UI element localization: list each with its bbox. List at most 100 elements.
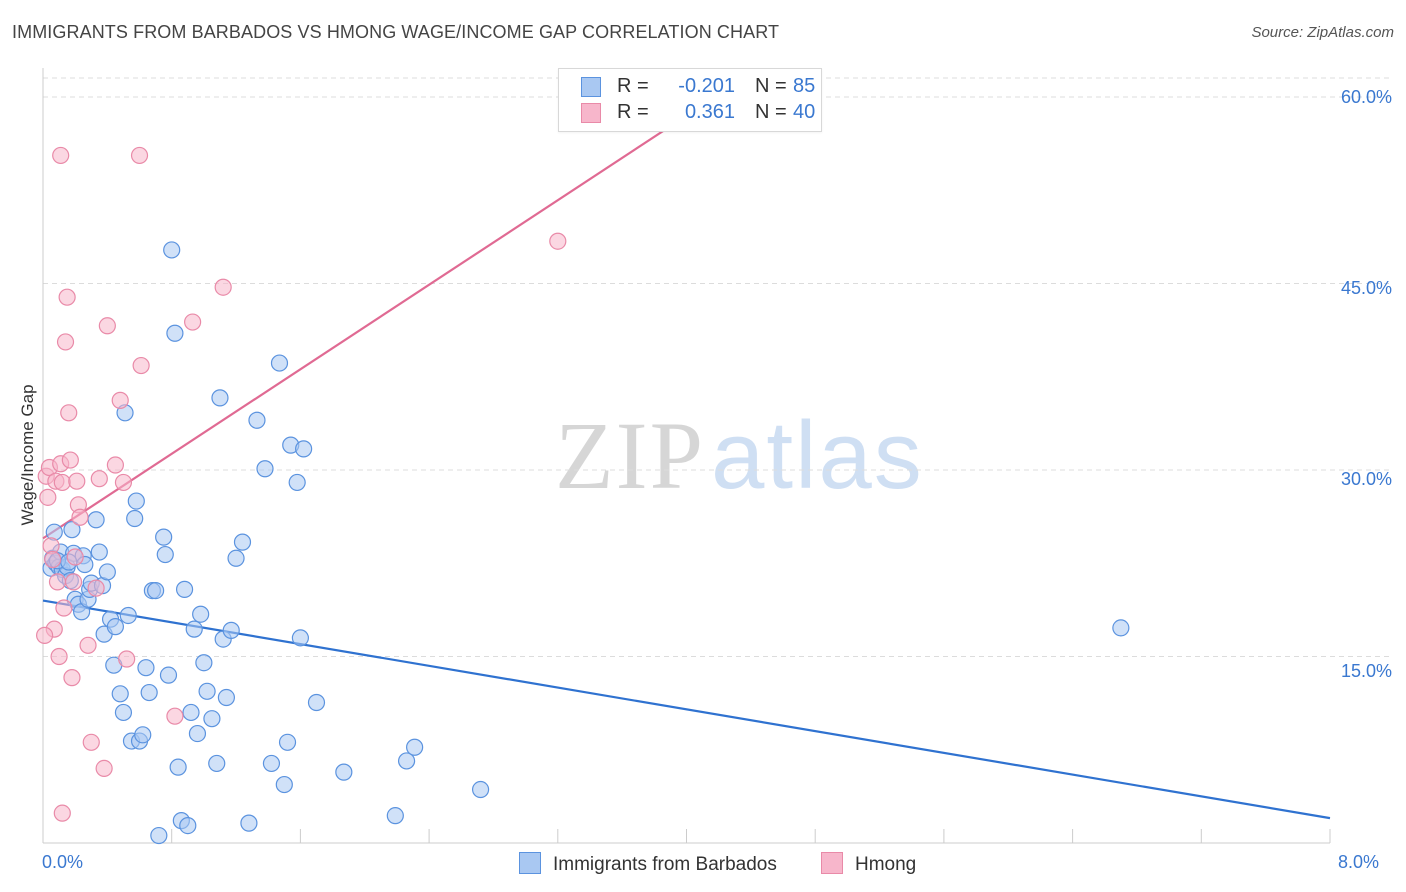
point-barbados (90, 543, 108, 561)
point-barbados (198, 682, 216, 700)
trend-lines (42, 114, 1331, 820)
point-barbados (98, 563, 116, 581)
point-hmong (114, 473, 133, 492)
point-barbados (175, 580, 194, 598)
point-hmong (48, 573, 67, 591)
point-barbados (335, 763, 353, 781)
point-hmong (118, 650, 136, 668)
legend-item-barbados[interactable]: Immigrants from Barbados (519, 852, 777, 876)
point-hmong (44, 550, 62, 569)
point-barbados (203, 710, 221, 728)
x-tick-label-min: 0.0% (42, 852, 84, 872)
axes (42, 68, 1331, 844)
y-tick-label-30: 30.0% (1340, 469, 1392, 489)
point-hmong (68, 472, 86, 490)
point-barbados (127, 492, 145, 510)
chart-title: IMMIGRANTS FROM BARBADOS VS HMONG WAGE/I… (12, 22, 780, 42)
trend-line-hmong (42, 114, 688, 540)
point-barbados (137, 659, 155, 677)
legend-swatch-hmong (821, 852, 843, 874)
point-barbados (291, 629, 309, 647)
point-hmong (64, 573, 83, 591)
point-barbados (134, 726, 152, 744)
point-barbados (208, 754, 226, 773)
point-barbados (195, 654, 213, 672)
point-hmong (166, 707, 184, 725)
legend-item-hmong[interactable]: Hmong (821, 852, 916, 876)
point-barbados (256, 460, 274, 478)
swatch-hmong (581, 103, 601, 123)
swatch-barbados (581, 77, 601, 97)
point-hmong (98, 317, 116, 335)
point-barbados (240, 814, 258, 832)
point-hmong (184, 313, 202, 331)
source-credit: Source: ZipAtlas.com (1251, 24, 1394, 41)
point-barbados (270, 354, 289, 372)
point-hmong (63, 669, 81, 687)
point-barbados (111, 685, 129, 703)
y-axis-label: Wage/Income Gap (18, 384, 37, 526)
point-hmong (39, 488, 57, 506)
watermark-atlas: atlas (711, 402, 924, 509)
point-barbados (185, 620, 203, 638)
point-hmong (95, 759, 113, 778)
stats-box: R = -0.201 N = 85 R = 0.361 N = 40 (558, 68, 822, 132)
point-hmong (132, 356, 150, 375)
point-hmong (87, 579, 105, 597)
x-tick-label-max: 8.0% (1338, 852, 1380, 872)
point-hmong (61, 451, 79, 469)
point-barbados (179, 816, 197, 835)
y-tick-label-60: 60.0% (1340, 87, 1392, 107)
point-barbados (295, 440, 313, 458)
point-hmong (82, 733, 100, 751)
point-hmong (130, 146, 149, 165)
point-barbados (106, 618, 124, 636)
point-hmong (214, 278, 232, 296)
y-tick-label-15: 15.0% (1340, 661, 1392, 681)
point-hmong (90, 470, 108, 488)
watermark: ZIPatlas (555, 400, 924, 511)
point-barbados (182, 703, 200, 722)
n-value: 85 (793, 75, 816, 97)
point-barbados (1112, 619, 1130, 637)
data-points (36, 146, 1130, 845)
point-hmong (549, 232, 567, 250)
point-hmong (53, 804, 71, 822)
r-value: 0.361 (684, 101, 735, 123)
watermark-zip: ZIP (555, 402, 705, 509)
point-hmong (52, 146, 70, 165)
legend-label-hmong: Hmong (855, 854, 917, 875)
point-hmong (50, 647, 68, 666)
point-barbados (159, 666, 178, 684)
point-barbados (140, 683, 158, 702)
n-label: N = (755, 75, 787, 97)
point-barbados (386, 807, 404, 825)
point-hmong (60, 404, 78, 422)
point-barbados (211, 389, 229, 407)
r-value: -0.201 (678, 75, 735, 97)
point-barbados (119, 606, 137, 625)
point-barbados (222, 621, 240, 639)
point-barbados (288, 473, 306, 492)
point-barbados (87, 511, 105, 529)
point-barbados (278, 733, 297, 751)
point-barbados (192, 605, 210, 623)
legend-label-barbados: Immigrants from Barbados (553, 854, 777, 875)
n-value: 40 (793, 101, 816, 123)
point-barbados (114, 703, 133, 722)
point-barbados (307, 693, 326, 712)
point-barbados (262, 754, 281, 773)
point-hmong (55, 599, 73, 617)
y-tick-label-45: 45.0% (1340, 278, 1392, 298)
point-barbados (147, 582, 165, 600)
point-barbados (188, 724, 207, 743)
r-label: R = (617, 75, 649, 97)
trend-line-barbados (42, 599, 1331, 820)
point-barbados (155, 528, 173, 546)
point-hmong (71, 508, 89, 526)
n-label: N = (755, 101, 787, 123)
grid-lines (43, 77, 1392, 657)
r-label: R = (617, 101, 649, 123)
point-barbados (169, 758, 187, 776)
